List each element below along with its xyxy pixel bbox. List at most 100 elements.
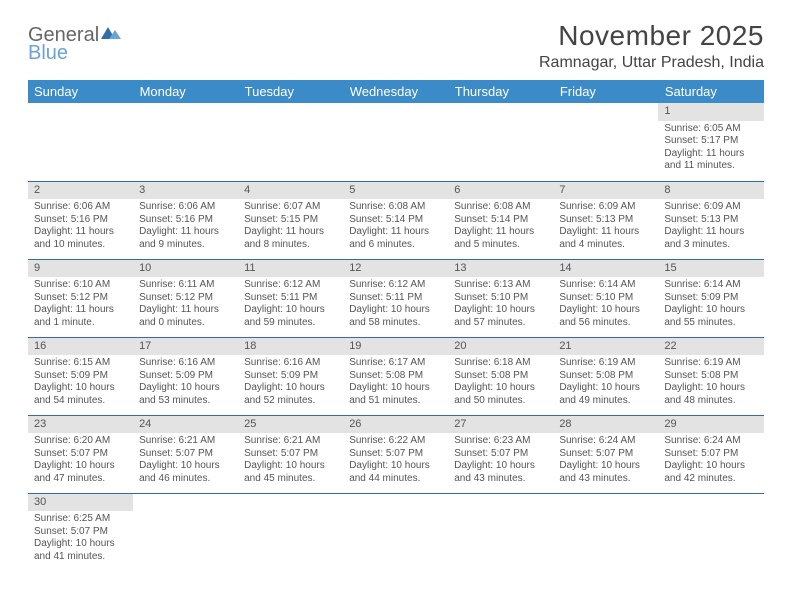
day-details: Sunrise: 6:05 AMSunset: 5:17 PMDaylight:…	[658, 121, 763, 177]
daylight-text: Daylight: 10 hours and 47 minutes.	[34, 460, 127, 485]
day-number: 26	[343, 416, 448, 434]
calendar-day: 12Sunrise: 6:12 AMSunset: 5:11 PMDayligh…	[343, 259, 448, 337]
calendar-day: 18Sunrise: 6:16 AMSunset: 5:09 PMDayligh…	[238, 337, 343, 415]
sunrise-text: Sunrise: 6:12 AM	[349, 279, 442, 292]
sunrise-text: Sunrise: 6:11 AM	[139, 279, 232, 292]
sunrise-text: Sunrise: 6:19 AM	[559, 357, 652, 370]
calendar-empty	[553, 493, 658, 571]
calendar-week: ......1Sunrise: 6:05 AMSunset: 5:17 PMDa…	[28, 103, 764, 181]
logo-flag-icon	[101, 24, 123, 47]
sunset-text: Sunset: 5:16 PM	[34, 214, 127, 227]
day-header: Wednesday	[343, 80, 448, 103]
sunset-text: Sunset: 5:07 PM	[139, 448, 232, 461]
daylight-text: Daylight: 11 hours and 10 minutes.	[34, 226, 127, 251]
sunrise-text: Sunrise: 6:08 AM	[349, 201, 442, 214]
daylight-text: Daylight: 10 hours and 43 minutes.	[454, 460, 547, 485]
daylight-text: Daylight: 11 hours and 0 minutes.	[139, 304, 232, 329]
month-title: November 2025	[539, 20, 764, 52]
sunset-text: Sunset: 5:07 PM	[559, 448, 652, 461]
day-number: 4	[238, 182, 343, 200]
day-details: Sunrise: 6:14 AMSunset: 5:09 PMDaylight:…	[658, 277, 763, 333]
day-details: Sunrise: 6:08 AMSunset: 5:14 PMDaylight:…	[343, 199, 448, 255]
calendar-day: 26Sunrise: 6:22 AMSunset: 5:07 PMDayligh…	[343, 415, 448, 493]
sunrise-text: Sunrise: 6:09 AM	[559, 201, 652, 214]
daylight-text: Daylight: 10 hours and 46 minutes.	[139, 460, 232, 485]
daylight-text: Daylight: 10 hours and 51 minutes.	[349, 382, 442, 407]
sunrise-text: Sunrise: 6:18 AM	[454, 357, 547, 370]
calendar-day: 13Sunrise: 6:13 AMSunset: 5:10 PMDayligh…	[448, 259, 553, 337]
sunset-text: Sunset: 5:08 PM	[454, 370, 547, 383]
sunrise-text: Sunrise: 6:12 AM	[244, 279, 337, 292]
day-details: Sunrise: 6:12 AMSunset: 5:11 PMDaylight:…	[343, 277, 448, 333]
day-number: 29	[658, 416, 763, 434]
sunset-text: Sunset: 5:09 PM	[244, 370, 337, 383]
calendar-day: 24Sunrise: 6:21 AMSunset: 5:07 PMDayligh…	[133, 415, 238, 493]
day-number: 20	[448, 338, 553, 356]
calendar-table: SundayMondayTuesdayWednesdayThursdayFrid…	[28, 80, 764, 571]
calendar-day: 10Sunrise: 6:11 AMSunset: 5:12 PMDayligh…	[133, 259, 238, 337]
day-number: 6	[448, 182, 553, 200]
sunrise-text: Sunrise: 6:07 AM	[244, 201, 337, 214]
calendar-week: 23Sunrise: 6:20 AMSunset: 5:07 PMDayligh…	[28, 415, 764, 493]
calendar-day: 17Sunrise: 6:16 AMSunset: 5:09 PMDayligh…	[133, 337, 238, 415]
daylight-text: Daylight: 10 hours and 48 minutes.	[664, 382, 757, 407]
day-details: Sunrise: 6:21 AMSunset: 5:07 PMDaylight:…	[133, 433, 238, 489]
day-number: 27	[448, 416, 553, 434]
day-header: Monday	[133, 80, 238, 103]
daylight-text: Daylight: 10 hours and 56 minutes.	[559, 304, 652, 329]
sunrise-text: Sunrise: 6:25 AM	[34, 513, 127, 526]
sunrise-text: Sunrise: 6:22 AM	[349, 435, 442, 448]
calendar-day: 16Sunrise: 6:15 AMSunset: 5:09 PMDayligh…	[28, 337, 133, 415]
calendar-week: 9Sunrise: 6:10 AMSunset: 5:12 PMDaylight…	[28, 259, 764, 337]
day-details: Sunrise: 6:13 AMSunset: 5:10 PMDaylight:…	[448, 277, 553, 333]
sunrise-text: Sunrise: 6:10 AM	[34, 279, 127, 292]
calendar-empty: .	[28, 103, 133, 181]
daylight-text: Daylight: 10 hours and 52 minutes.	[244, 382, 337, 407]
day-number: 28	[553, 416, 658, 434]
sunset-text: Sunset: 5:07 PM	[34, 526, 127, 539]
sunrise-text: Sunrise: 6:08 AM	[454, 201, 547, 214]
day-details: Sunrise: 6:07 AMSunset: 5:15 PMDaylight:…	[238, 199, 343, 255]
sunset-text: Sunset: 5:15 PM	[244, 214, 337, 227]
day-details: Sunrise: 6:21 AMSunset: 5:07 PMDaylight:…	[238, 433, 343, 489]
calendar-day: 15Sunrise: 6:14 AMSunset: 5:09 PMDayligh…	[658, 259, 763, 337]
day-details: Sunrise: 6:06 AMSunset: 5:16 PMDaylight:…	[28, 199, 133, 255]
sunset-text: Sunset: 5:07 PM	[454, 448, 547, 461]
sunrise-text: Sunrise: 6:24 AM	[664, 435, 757, 448]
sunrise-text: Sunrise: 6:21 AM	[244, 435, 337, 448]
day-details: Sunrise: 6:06 AMSunset: 5:16 PMDaylight:…	[133, 199, 238, 255]
sunset-text: Sunset: 5:09 PM	[34, 370, 127, 383]
day-number: 18	[238, 338, 343, 356]
day-details: Sunrise: 6:09 AMSunset: 5:13 PMDaylight:…	[658, 199, 763, 255]
daylight-text: Daylight: 10 hours and 59 minutes.	[244, 304, 337, 329]
calendar-day: 20Sunrise: 6:18 AMSunset: 5:08 PMDayligh…	[448, 337, 553, 415]
calendar-day: 22Sunrise: 6:19 AMSunset: 5:08 PMDayligh…	[658, 337, 763, 415]
calendar-empty	[448, 493, 553, 571]
sunset-text: Sunset: 5:10 PM	[559, 292, 652, 305]
sunset-text: Sunset: 5:07 PM	[244, 448, 337, 461]
daylight-text: Daylight: 10 hours and 57 minutes.	[454, 304, 547, 329]
sunset-text: Sunset: 5:12 PM	[34, 292, 127, 305]
sunrise-text: Sunrise: 6:20 AM	[34, 435, 127, 448]
calendar-day: 27Sunrise: 6:23 AMSunset: 5:07 PMDayligh…	[448, 415, 553, 493]
sunrise-text: Sunrise: 6:14 AM	[664, 279, 757, 292]
daylight-text: Daylight: 11 hours and 5 minutes.	[454, 226, 547, 251]
day-details: Sunrise: 6:20 AMSunset: 5:07 PMDaylight:…	[28, 433, 133, 489]
day-number: 23	[28, 416, 133, 434]
calendar-empty: .	[343, 103, 448, 181]
calendar-day: 2Sunrise: 6:06 AMSunset: 5:16 PMDaylight…	[28, 181, 133, 259]
location-text: Ramnagar, Uttar Pradesh, India	[539, 54, 764, 72]
day-header: Thursday	[448, 80, 553, 103]
day-details: Sunrise: 6:23 AMSunset: 5:07 PMDaylight:…	[448, 433, 553, 489]
daylight-text: Daylight: 11 hours and 4 minutes.	[559, 226, 652, 251]
day-details: Sunrise: 6:16 AMSunset: 5:09 PMDaylight:…	[133, 355, 238, 411]
daylight-text: Daylight: 10 hours and 49 minutes.	[559, 382, 652, 407]
daylight-text: Daylight: 11 hours and 11 minutes.	[664, 148, 757, 173]
sunset-text: Sunset: 5:07 PM	[34, 448, 127, 461]
daylight-text: Daylight: 10 hours and 50 minutes.	[454, 382, 547, 407]
header: General November 2025 Ramnagar, Uttar Pr…	[28, 20, 764, 72]
calendar-day: 19Sunrise: 6:17 AMSunset: 5:08 PMDayligh…	[343, 337, 448, 415]
brand-blue: Blue	[28, 42, 68, 64]
calendar-empty: .	[133, 103, 238, 181]
daylight-text: Daylight: 10 hours and 44 minutes.	[349, 460, 442, 485]
